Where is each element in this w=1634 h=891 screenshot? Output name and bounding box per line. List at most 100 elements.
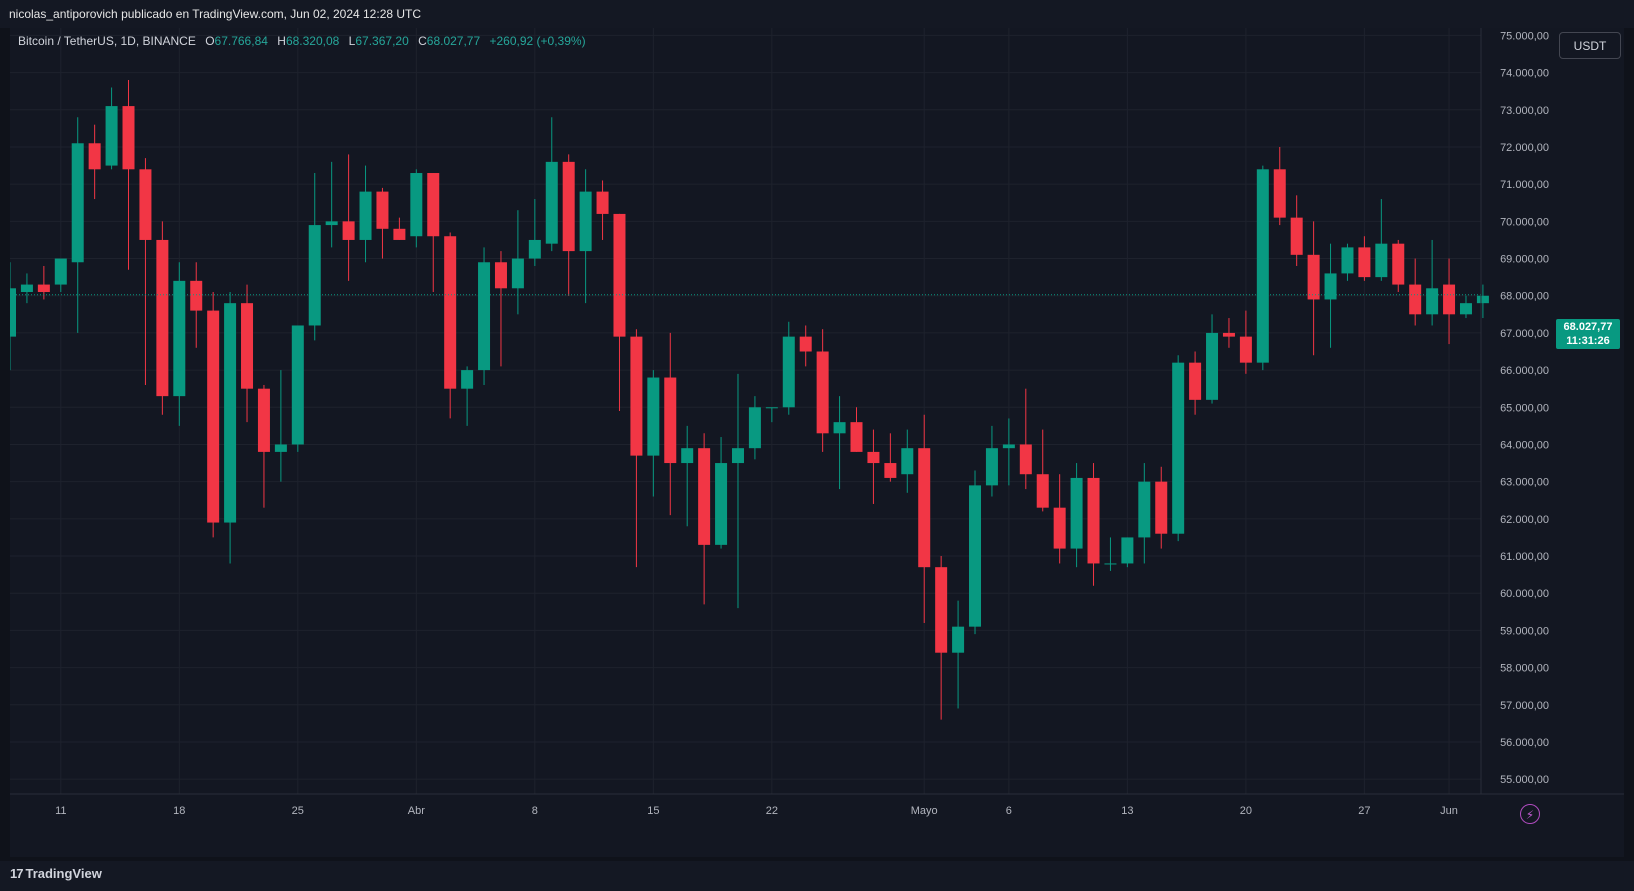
candle-body <box>816 351 829 434</box>
candle-body <box>867 451 880 464</box>
candle <box>359 165 372 263</box>
price-tick-label: 60.000,00 <box>1500 588 1549 600</box>
time-tick-label: 13 <box>1121 805 1133 817</box>
candle <box>1172 355 1185 542</box>
chart-area[interactable]: 55.000,00 56.000,00 57.000,00 58.000,00 59.0… <box>10 28 1624 857</box>
candle-body <box>715 463 728 545</box>
candle-body <box>664 377 677 464</box>
candle <box>1307 221 1320 356</box>
candle <box>681 425 694 527</box>
candle-body <box>37 284 50 293</box>
candle <box>884 433 897 482</box>
candle-body <box>224 303 237 523</box>
candle-body <box>647 377 660 456</box>
candle <box>1239 310 1252 374</box>
candle-body <box>376 191 389 229</box>
candle <box>1290 195 1303 266</box>
price-tick-label: 66.000,00 <box>1500 365 1549 377</box>
candle <box>579 169 592 304</box>
candle <box>71 117 84 333</box>
candle <box>1392 239 1405 293</box>
candle-body <box>1392 243 1405 285</box>
symbol-legend: Bitcoin / TetherUS, 1D, BINANCE O67.766,… <box>18 34 586 48</box>
currency-button[interactable]: USDT <box>1559 32 1621 59</box>
candles <box>10 80 1489 720</box>
candle <box>291 325 304 452</box>
candle-body <box>139 169 152 240</box>
candle <box>1053 474 1066 564</box>
price-tick-label: 70.000,00 <box>1500 216 1549 228</box>
candle <box>10 262 16 371</box>
open-label: O <box>205 34 215 48</box>
candle <box>985 425 998 497</box>
price-tick-label: 68.000,00 <box>1500 291 1549 303</box>
candle <box>1036 429 1049 512</box>
candle-body <box>562 161 575 252</box>
candle-body <box>173 280 186 397</box>
candle <box>156 221 169 415</box>
candle-body <box>342 221 355 240</box>
candle <box>1476 284 1489 319</box>
tradingview-logo-icon: 17 <box>10 866 24 881</box>
candle-body <box>969 485 982 627</box>
time-tick-label: 25 <box>292 805 304 817</box>
candle-body <box>190 280 203 311</box>
candle-body <box>901 448 914 475</box>
time-tick-label: Jun <box>1440 805 1458 817</box>
symbol-name[interactable]: Bitcoin / TetherUS, 1D, BINANCE <box>18 34 196 48</box>
candle-body <box>613 213 626 337</box>
candle-body <box>1341 247 1354 274</box>
candle <box>105 87 118 170</box>
candlestick-chart[interactable]: 55.000,00 56.000,00 57.000,00 58.000,00 59.0… <box>10 28 1624 857</box>
candle <box>1409 258 1422 326</box>
candle <box>427 173 440 293</box>
tradingview-logo[interactable]: 17 TradingView <box>10 866 102 881</box>
grid-lines <box>10 28 1481 794</box>
published-by-text: nicolas_antiporovich publicado en Tradin… <box>9 7 422 21</box>
candle-body <box>105 106 118 166</box>
price-tick-label: 65.000,00 <box>1500 402 1549 414</box>
candle-body <box>630 336 643 456</box>
time-tick-label: 27 <box>1358 805 1370 817</box>
candle <box>867 429 880 504</box>
candle-body <box>1239 336 1252 363</box>
candle <box>528 199 541 266</box>
candle-body <box>952 626 965 653</box>
candle <box>630 329 643 568</box>
price-tick-label: 55.000,00 <box>1500 774 1549 786</box>
price-tick-label: 58.000,00 <box>1500 663 1549 675</box>
publish-header: nicolas_antiporovich publicado en Tradin… <box>0 0 1634 28</box>
candle <box>1104 537 1117 571</box>
candle-body <box>1459 303 1472 315</box>
candle-body <box>291 325 304 445</box>
candle <box>1273 146 1286 226</box>
time-tick-label: 8 <box>532 805 538 817</box>
candle <box>207 292 220 538</box>
candle-body <box>461 370 474 389</box>
candle <box>1070 463 1083 568</box>
price-tick-label: 62.000,00 <box>1500 514 1549 526</box>
lightning-bolt-icon[interactable]: ⚡ <box>1520 804 1540 824</box>
candle-body <box>393 228 406 240</box>
candle <box>1002 418 1015 486</box>
time-tick-label: Abr <box>408 805 425 817</box>
candle-body <box>274 444 287 452</box>
price-axis[interactable]: 55.000,00 56.000,00 57.000,00 58.000,00 59.0… <box>1500 30 1549 786</box>
price-tick-label: 74.000,00 <box>1500 68 1549 80</box>
candle <box>901 429 914 493</box>
candle <box>410 169 423 248</box>
chart-background <box>10 28 1624 857</box>
candle <box>1459 295 1472 319</box>
last-price-value: 68.027,77 <box>1563 321 1613 333</box>
candle <box>1358 236 1371 281</box>
candle <box>190 262 203 348</box>
candle <box>393 217 406 240</box>
candle <box>511 210 524 315</box>
candle <box>54 258 67 293</box>
candle <box>308 173 321 341</box>
candle <box>765 407 778 423</box>
price-tick-label: 59.000,00 <box>1500 625 1549 637</box>
candle-body <box>1443 284 1456 315</box>
candle-body <box>1206 332 1219 400</box>
time-axis[interactable]: 11 18 25 Abr 8 15 22 Mayo 6 13 20 27 Jun <box>55 805 1458 817</box>
